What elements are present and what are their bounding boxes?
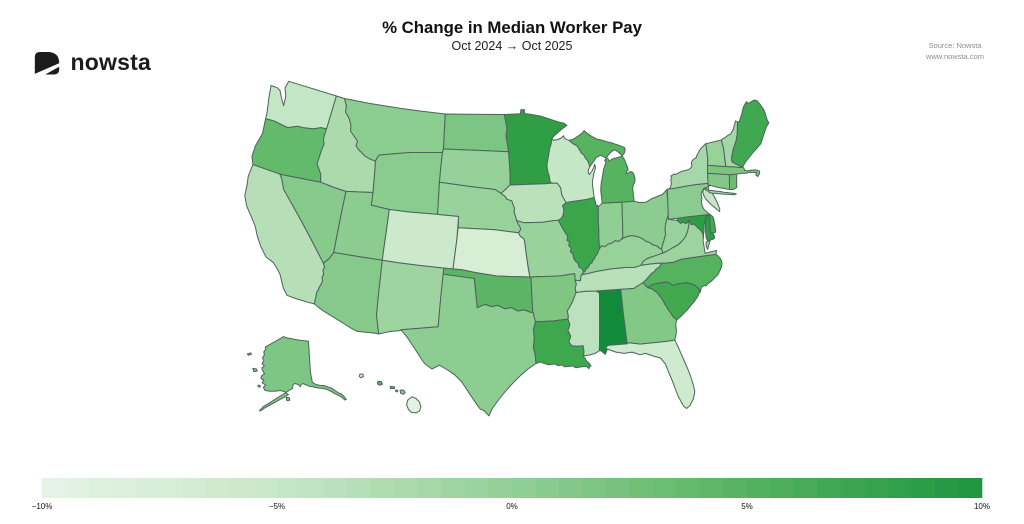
svg-text:Source: Nowsta: Source: Nowsta (929, 41, 983, 50)
svg-text:Oct 2024 → Oct 2025: Oct 2024 → Oct 2025 (452, 39, 573, 53)
svg-text:nowsta: nowsta (71, 49, 151, 75)
svg-text:0%: 0% (506, 502, 518, 511)
svg-text:5%: 5% (741, 502, 753, 511)
svg-text:% Change in Median Worker Pay: % Change in Median Worker Pay (382, 18, 643, 37)
svg-text:−10%: −10% (32, 502, 53, 511)
svg-text:www.nowsta.com: www.nowsta.com (925, 52, 984, 61)
svg-text:10%: 10% (974, 502, 990, 511)
svg-text:−5%: −5% (269, 502, 285, 511)
